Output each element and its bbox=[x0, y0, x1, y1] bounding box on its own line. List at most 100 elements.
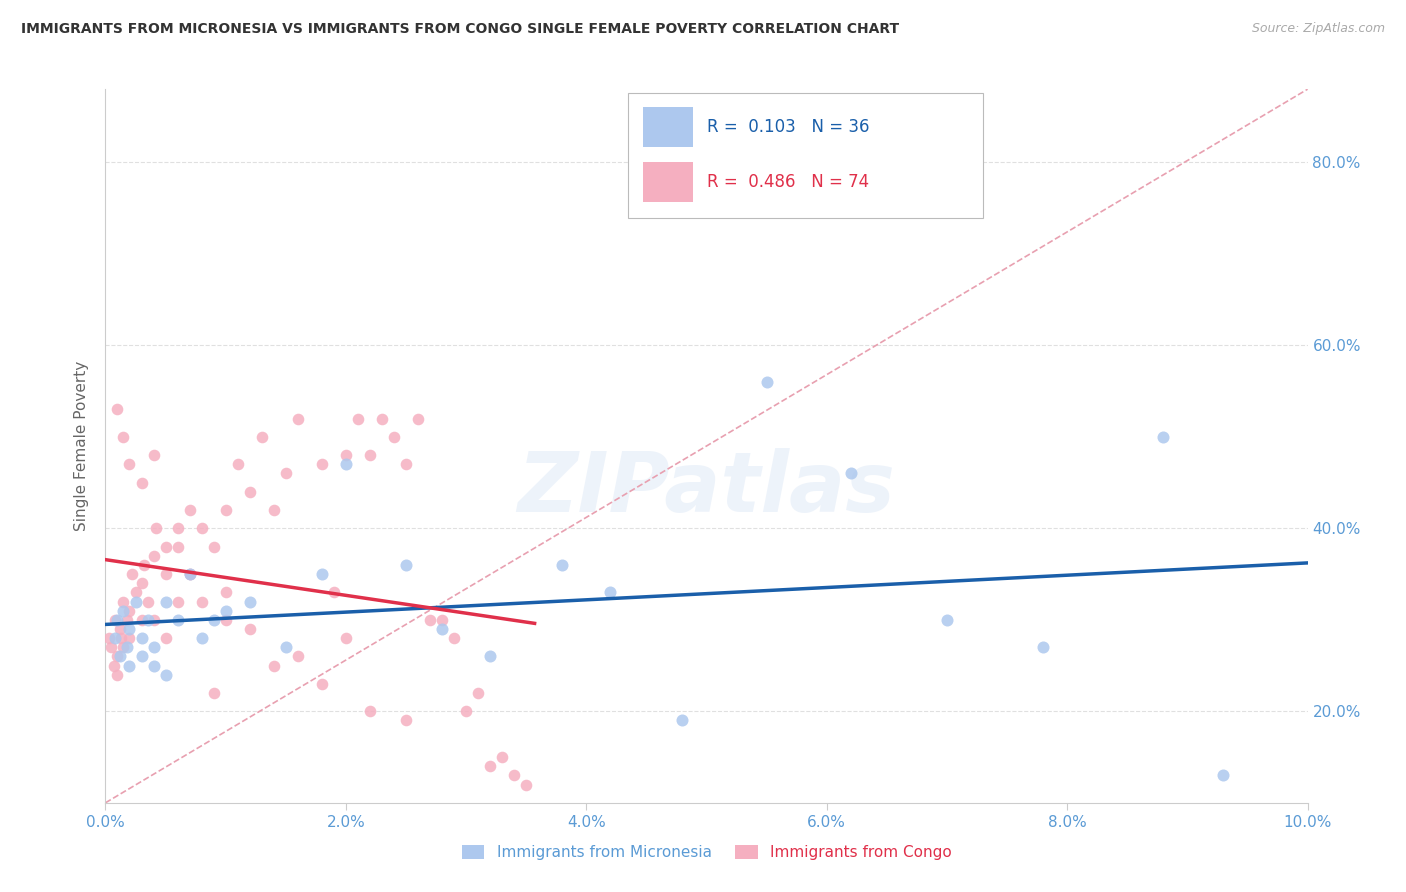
Point bbox=[454, 704, 477, 718]
Point bbox=[202, 540, 225, 554]
Point bbox=[1032, 640, 1054, 655]
Y-axis label: Single Female Poverty: Single Female Poverty bbox=[75, 361, 90, 531]
Point bbox=[98, 631, 121, 645]
Point bbox=[479, 759, 502, 773]
Point bbox=[263, 658, 285, 673]
Point bbox=[179, 567, 201, 582]
Point bbox=[382, 430, 405, 444]
Point bbox=[166, 594, 188, 608]
Point bbox=[142, 448, 165, 462]
Point bbox=[124, 594, 146, 608]
Point bbox=[335, 448, 357, 462]
Point bbox=[479, 649, 502, 664]
Point bbox=[103, 658, 125, 673]
Point bbox=[503, 768, 526, 782]
Point bbox=[131, 613, 153, 627]
FancyBboxPatch shape bbox=[643, 162, 693, 202]
Point bbox=[214, 604, 236, 618]
Point bbox=[202, 686, 225, 700]
Point bbox=[395, 714, 418, 728]
Point bbox=[311, 677, 333, 691]
Point bbox=[155, 567, 177, 582]
Point bbox=[406, 411, 429, 425]
Point bbox=[599, 585, 621, 599]
Point bbox=[419, 613, 441, 627]
Point bbox=[755, 375, 778, 389]
Text: R =  0.103   N = 36: R = 0.103 N = 36 bbox=[707, 118, 869, 136]
Point bbox=[371, 411, 394, 425]
Point bbox=[311, 458, 333, 472]
FancyBboxPatch shape bbox=[643, 107, 693, 146]
Point bbox=[142, 549, 165, 563]
Point bbox=[179, 567, 201, 582]
Point bbox=[107, 649, 129, 664]
Point bbox=[142, 658, 165, 673]
Point bbox=[132, 558, 155, 572]
Point bbox=[107, 402, 129, 417]
Point bbox=[214, 613, 236, 627]
Point bbox=[226, 458, 249, 472]
Point bbox=[1212, 768, 1234, 782]
Point bbox=[214, 503, 236, 517]
Point bbox=[274, 640, 297, 655]
Point bbox=[107, 613, 129, 627]
Point bbox=[107, 667, 129, 681]
Point bbox=[214, 585, 236, 599]
Point bbox=[136, 594, 159, 608]
Text: Source: ZipAtlas.com: Source: ZipAtlas.com bbox=[1251, 22, 1385, 36]
Point bbox=[100, 640, 122, 655]
Point bbox=[118, 658, 141, 673]
Point bbox=[491, 750, 513, 764]
Point bbox=[110, 631, 132, 645]
Point bbox=[115, 640, 138, 655]
Point bbox=[430, 613, 453, 627]
Point bbox=[515, 777, 537, 791]
Point bbox=[1152, 430, 1174, 444]
Point bbox=[131, 576, 153, 591]
Point bbox=[118, 622, 141, 636]
Point bbox=[322, 585, 344, 599]
Point bbox=[104, 631, 127, 645]
Point bbox=[142, 640, 165, 655]
Point bbox=[671, 714, 693, 728]
Point bbox=[274, 467, 297, 481]
Point bbox=[347, 411, 370, 425]
Point bbox=[155, 631, 177, 645]
Point bbox=[202, 613, 225, 627]
Point bbox=[250, 430, 273, 444]
Point bbox=[430, 622, 453, 636]
Point bbox=[936, 613, 959, 627]
Legend: Immigrants from Micronesia, Immigrants from Congo: Immigrants from Micronesia, Immigrants f… bbox=[456, 839, 957, 866]
Point bbox=[287, 411, 309, 425]
Text: ZIPatlas: ZIPatlas bbox=[517, 449, 896, 529]
Point bbox=[551, 558, 574, 572]
Point bbox=[839, 467, 862, 481]
Point bbox=[190, 631, 212, 645]
Point bbox=[131, 475, 153, 490]
Point bbox=[443, 631, 465, 645]
Point bbox=[118, 458, 141, 472]
Point bbox=[190, 521, 212, 535]
Point bbox=[179, 503, 201, 517]
Point bbox=[166, 540, 188, 554]
Point bbox=[142, 613, 165, 627]
Point bbox=[121, 567, 143, 582]
Point bbox=[395, 558, 418, 572]
Point bbox=[136, 613, 159, 627]
Point bbox=[115, 613, 138, 627]
Text: IMMIGRANTS FROM MICRONESIA VS IMMIGRANTS FROM CONGO SINGLE FEMALE POVERTY CORREL: IMMIGRANTS FROM MICRONESIA VS IMMIGRANTS… bbox=[21, 22, 900, 37]
Point bbox=[335, 631, 357, 645]
Point bbox=[179, 567, 201, 582]
Point bbox=[395, 458, 418, 472]
Point bbox=[166, 613, 188, 627]
Point bbox=[112, 604, 135, 618]
Point bbox=[287, 649, 309, 664]
Point bbox=[359, 704, 381, 718]
Point bbox=[118, 631, 141, 645]
Point bbox=[311, 567, 333, 582]
Point bbox=[190, 594, 212, 608]
Point bbox=[155, 540, 177, 554]
Point bbox=[124, 585, 146, 599]
Point bbox=[239, 622, 262, 636]
Point bbox=[239, 484, 262, 499]
